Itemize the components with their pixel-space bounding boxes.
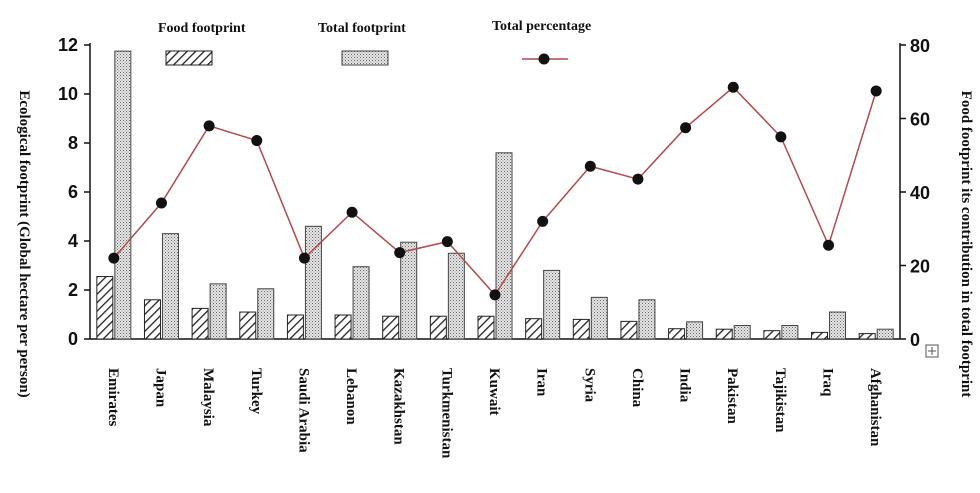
percentage-point-pakistan (727, 81, 739, 93)
legend: Food footprint Total footprint Total per… (158, 19, 591, 66)
legend-label-total: Total footprint (318, 21, 406, 36)
category-label: Emirates (105, 368, 121, 426)
percentage-point-malaysia (203, 120, 215, 132)
bar-total-saudi-arabia (304, 225, 322, 340)
percentage-point-kuwait (489, 289, 501, 301)
percentage-point-saudi-arabia (298, 252, 310, 264)
y2-tick-label: 80 (910, 36, 930, 56)
legend-label-food: Food footprint (158, 21, 246, 36)
bar-total-syria (590, 296, 608, 340)
move-handle-icon[interactable] (925, 344, 939, 358)
percentage-point-iraq (823, 239, 835, 251)
category-label: Kuwait (486, 368, 502, 416)
bar-food-iraq (811, 331, 829, 340)
percentage-point-afghanistan (870, 85, 882, 97)
bar-total-turkmenistan (447, 252, 465, 340)
bar-total-emirates (114, 50, 132, 340)
bar-food-tajikistan (763, 330, 781, 340)
percentage-point-japan (155, 197, 167, 209)
bar-total-iraq (829, 311, 847, 340)
bar-total-malaysia (209, 283, 227, 340)
bar-total-kazakhstan (400, 241, 418, 340)
bar-total-tajikistan (781, 325, 799, 340)
bar-total-india (686, 321, 704, 340)
category-label: Turkey (248, 368, 264, 415)
percentage-point-turkey (251, 135, 263, 147)
line-series (108, 81, 882, 301)
category-label: Turkmenistan (438, 368, 454, 459)
category-labels: Emirates Japan Malaysia Turkey Saudi Arabia L… (105, 368, 883, 459)
bar-food-kuwait (477, 315, 495, 340)
percentage-line (113, 86, 877, 297)
category-label: Lebanon (343, 368, 359, 425)
bar-total-kuwait (495, 152, 513, 340)
bar-food-turkmenistan (429, 315, 447, 340)
y-tick-label: 8 (68, 133, 78, 153)
bar-total-pakistan (733, 325, 751, 340)
bar-food-saudi-arabia (286, 314, 304, 340)
y2-tick-label: 20 (910, 257, 930, 277)
percentage-point-india (680, 122, 692, 134)
bar-food-iran (525, 318, 543, 340)
bar-food-china (620, 320, 638, 340)
y-tick-label: 2 (68, 280, 78, 300)
percentage-point-iran (537, 215, 549, 227)
legend-swatch-food (165, 50, 213, 66)
y-tick-label: 12 (58, 35, 78, 55)
percentage-point-china (632, 173, 644, 185)
bar-total-china (638, 299, 656, 340)
y2-tick-label: 60 (910, 110, 930, 130)
legend-marker-percentage (538, 53, 550, 65)
percentage-point-turkmenistan (441, 236, 453, 248)
category-label: Saudi Arabia (295, 368, 311, 453)
bar-food-syria (572, 318, 590, 340)
category-label: Iran (534, 368, 550, 397)
category-label: Syria (581, 368, 597, 403)
category-label: Afghanistan (867, 368, 883, 447)
y2-tick-label: 0 (910, 330, 920, 350)
y-tick-label: 6 (68, 182, 78, 202)
y-axis-title: Ecological footprint (Global hectare per… (16, 90, 32, 397)
bar-food-malaysia (191, 307, 209, 340)
bar-total-lebanon (352, 266, 370, 340)
percentage-point-syria (584, 160, 596, 172)
legend-label-percentage: Total percentage (492, 19, 591, 34)
category-label: Japan (152, 368, 168, 408)
legend-swatch-total (341, 50, 389, 66)
bar-total-iran (543, 269, 561, 340)
bar-total-afghanistan (876, 328, 894, 340)
y2-tick-label: 40 (910, 183, 930, 203)
category-label: Pakistan (724, 368, 740, 425)
bar-total-japan (161, 233, 179, 340)
category-label: Iraq (820, 368, 836, 397)
bar-food-lebanon (334, 314, 352, 340)
bar-total-turkey (257, 288, 275, 340)
bar-food-pakistan (715, 328, 733, 340)
bar-food-kazakhstan (382, 315, 400, 340)
bar-food-india (668, 328, 686, 340)
category-label: Malaysia (200, 368, 216, 427)
percentage-point-tajikistan (775, 131, 787, 143)
y-tick-label: 0 (68, 329, 78, 349)
category-label: India (677, 368, 693, 403)
y-tick-label: 4 (68, 231, 78, 251)
y-tick-label: 10 (58, 84, 78, 104)
y2-axis-title: Food footprint its contribution in total… (958, 91, 974, 398)
category-label: Kazakhstan (391, 368, 407, 445)
bars (96, 50, 894, 340)
bar-food-emirates (96, 276, 114, 340)
tick-labels: 0 2 4 6 8 10 12 0 20 40 60 80 (58, 35, 930, 350)
category-label: Tajikistan (772, 368, 788, 433)
bar-food-japan (143, 299, 161, 340)
percentage-point-emirates (108, 252, 120, 264)
bar-food-afghanistan (858, 333, 876, 340)
percentage-point-kazakhstan (394, 247, 406, 259)
category-label: China (629, 368, 645, 408)
bar-food-turkey (239, 311, 257, 340)
percentage-point-lebanon (346, 206, 358, 218)
